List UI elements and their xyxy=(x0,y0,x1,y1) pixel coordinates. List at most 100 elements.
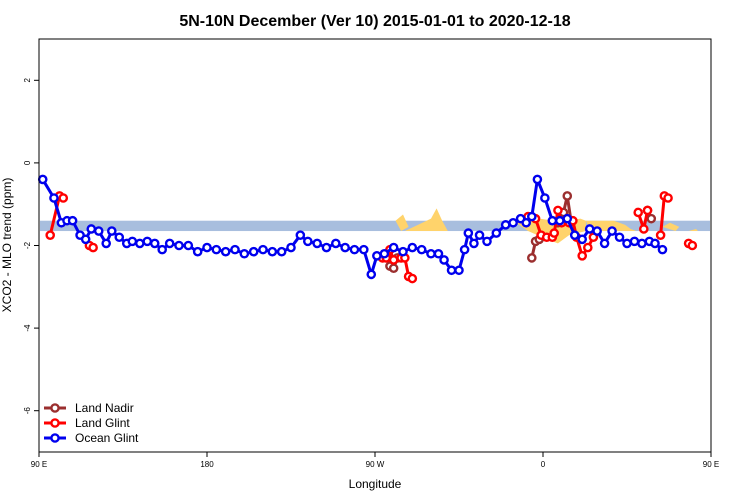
legend-item-land-nadir: Land Nadir xyxy=(44,401,134,415)
x-tick-label: 90 E xyxy=(703,460,719,469)
ocean-glint-point xyxy=(657,244,668,255)
ocean-glint-point xyxy=(114,232,125,243)
land-nadir-point xyxy=(646,213,657,224)
ocean-glint-point xyxy=(508,217,518,228)
ocean-glint-point xyxy=(614,232,625,243)
ocean-glint-point xyxy=(446,265,457,276)
land-glint-point xyxy=(553,205,563,216)
ocean-glint-point xyxy=(532,174,543,185)
ocean-glint-point xyxy=(267,246,278,257)
land-patch xyxy=(688,228,698,232)
ocean-glint-point xyxy=(463,228,474,238)
ocean-glint-point xyxy=(295,230,306,240)
series-land-glint xyxy=(45,191,698,284)
ocean-glint-point xyxy=(183,240,194,251)
legend-item-ocean-glint: Ocean Glint xyxy=(44,431,139,445)
ocean-glint-point xyxy=(577,234,588,245)
ocean-glint-point xyxy=(164,238,175,249)
land-glint-point xyxy=(58,193,69,203)
ocean-glint-point xyxy=(637,238,647,249)
ocean-glint-point xyxy=(142,236,153,247)
ocean-glint-point xyxy=(622,238,632,249)
land-glint-point xyxy=(655,230,666,240)
ocean-glint-point xyxy=(358,244,369,255)
x-tick-label: 180 xyxy=(200,460,214,469)
x-tick-label: 90 E xyxy=(31,460,47,469)
land-nadir-point xyxy=(562,191,573,201)
x-axis-label: Longitude xyxy=(349,477,402,491)
legend-item-land-glint: Land Glint xyxy=(44,416,130,430)
ocean-glint-point xyxy=(527,211,537,222)
ocean-glint-point xyxy=(407,242,418,253)
ocean-glint-point xyxy=(607,226,617,236)
ocean-glint-point xyxy=(521,217,532,228)
land-glint-point xyxy=(388,255,399,265)
land-glint-point xyxy=(663,193,673,203)
ocean-glint-point xyxy=(372,251,382,261)
ocean-glint-point xyxy=(330,238,341,249)
ocean-glint-point xyxy=(474,230,485,240)
land-patch xyxy=(395,214,409,232)
ocean-glint-point xyxy=(629,236,640,247)
legend-swatch-marker xyxy=(50,433,60,443)
ocean-glint-point xyxy=(258,244,268,255)
land-glint-point xyxy=(577,251,588,261)
legend-label: Land Nadir xyxy=(75,401,134,415)
reference-band xyxy=(40,220,710,232)
ocean-glint-point xyxy=(349,244,360,255)
ocean-glint-point xyxy=(211,244,222,255)
ocean-glint-point xyxy=(459,244,470,255)
x-tick-label: 0 xyxy=(541,460,546,469)
ocean-glint-point xyxy=(416,244,427,255)
ocean-glint-point xyxy=(302,236,313,247)
legend-label: Ocean Glint xyxy=(75,431,139,445)
y-tick-label: 2 xyxy=(23,78,32,83)
series-layer xyxy=(37,174,698,284)
ocean-glint-point xyxy=(93,226,104,236)
legend-label: Land Glint xyxy=(75,416,130,430)
ocean-glint-point xyxy=(500,220,511,230)
ocean-glint-point xyxy=(80,234,91,245)
legend-swatch-marker xyxy=(50,418,60,428)
land-glint-point xyxy=(642,205,653,216)
ocean-glint-point xyxy=(482,236,492,247)
y-axis-label: XCO2 - MLO trend (ppm) xyxy=(0,178,14,313)
ocean-glint-point xyxy=(86,224,97,234)
ocean-glint-point xyxy=(107,226,117,236)
ocean-glint-point xyxy=(469,238,479,249)
ocean-glint-point xyxy=(174,240,184,251)
land-nadir-point xyxy=(527,253,537,263)
legend-swatch-marker xyxy=(50,403,60,413)
ocean-glint-point xyxy=(157,244,167,255)
ocean-glint-point xyxy=(555,215,565,226)
land-patch xyxy=(404,208,448,232)
series-ocean-glint xyxy=(37,174,668,280)
ocean-glint-point xyxy=(67,215,78,226)
x-axis: 90 E 180 90 W 0 90 E xyxy=(31,452,719,469)
ocean-glint-point xyxy=(192,246,203,257)
ocean-glint-point xyxy=(592,226,602,236)
y-tick-label: -6 xyxy=(23,407,32,415)
y-tick-label: -4 xyxy=(23,324,32,332)
land-glint-point xyxy=(549,228,560,238)
ocean-glint-point xyxy=(248,246,259,257)
ocean-glint-point xyxy=(439,255,449,265)
land-glint-point xyxy=(633,207,644,218)
ocean-glint-point xyxy=(366,269,377,280)
ocean-glint-point xyxy=(239,248,250,259)
ocean-glint-point xyxy=(454,265,464,276)
ocean-glint-point xyxy=(340,242,350,253)
ocean-glint-point xyxy=(599,238,610,249)
chart-title: 5N-10N December (Ver 10) 2015-01-01 to 2… xyxy=(179,13,570,30)
ocean-glint-point xyxy=(650,238,660,249)
ocean-glint-point xyxy=(379,248,390,259)
ocean-glint-point xyxy=(127,236,138,247)
land-glint-point xyxy=(583,242,593,253)
ocean-glint-point xyxy=(321,242,332,253)
ocean-glint-point xyxy=(202,242,212,253)
ocean-glint-point xyxy=(286,242,296,253)
ocean-glint-point xyxy=(584,224,595,234)
land-glint-point xyxy=(88,242,98,253)
